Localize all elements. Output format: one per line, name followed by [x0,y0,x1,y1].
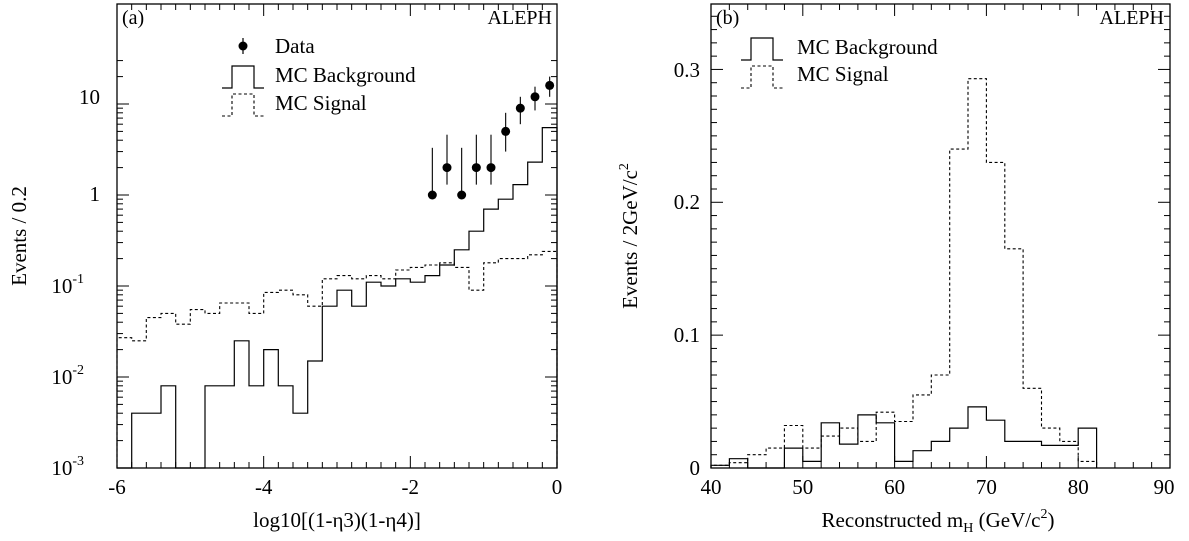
panel-b-label: (b) [716,7,739,29]
panel-b-mc-signal-histogram [710,78,1098,468]
panel-b-y-tick-label: 0 [690,456,701,480]
panel-b-x-tick-label: 90 [1154,475,1175,499]
panel-a-data-points [427,76,555,200]
panel-a-x-axis-title: log10[(1-η3)(1-η4)] [253,508,421,532]
legend-sig-swatch [222,93,264,117]
panel-a-y-tick-label: 10-1 [51,272,84,298]
legend-bkg-label: MC Background [275,63,416,87]
panel-b: (b) ALEPH 40 50 60 70 80 90 0 0.1 0.2 0.… [617,3,1175,536]
panel-b-y-tick-labels: 0 0.1 0.2 0.3 [674,58,700,480]
panel-b-experiment: ALEPH [1100,7,1164,29]
mc-signal-line [710,78,1098,468]
panel-b-x-axis-title: Reconstructed mH (GeV/c2) [822,507,1055,536]
panel-b-x-tick-labels: 40 50 60 70 80 90 [701,475,1175,499]
legend-bkg-label: MC Background [797,35,938,59]
data-point [457,190,467,200]
panel-a-x-tick-label: -6 [108,475,126,499]
data-point [442,163,452,173]
panel-a-y-tick-label: 1 [90,182,101,206]
data-point [471,163,481,173]
legend-data-label: Data [275,34,315,58]
panel-b-x-tick-label: 50 [792,475,813,499]
legend-sig-label: MC Signal [275,91,367,115]
panel-b-y-tick-label: 0.1 [674,323,700,347]
panel-b-mc-background-histogram [710,406,1098,469]
legend-sig-swatch [741,65,783,89]
panel-a-x-tick-label: -2 [402,475,420,499]
panel-a-y-tick-labels: 10-3 10-2 10-1 1 10 [51,85,100,480]
panel-b-y-axis-title: Events / 2GeV/c2 [617,163,642,309]
legend-bkg-swatch [741,37,783,61]
panel-a-label: (a) [122,7,144,29]
panel-a-mc-background-histogram [117,127,558,469]
panel-b-ticks [710,4,1171,469]
panel-a: (a) ALEPH -6 -4 -2 0 10-3 10-2 10-1 1 10… [7,3,562,532]
mc-background-line [710,406,1098,469]
mc-signal-line [116,250,558,468]
data-point [501,126,511,136]
data-point [427,190,437,200]
panel-b-x-tick-label: 60 [884,475,905,499]
panel-b-x-tick-label: 70 [976,475,997,499]
panel-b-legend: MC Background MC Signal [741,35,938,89]
panel-b-y-tick-label: 0.3 [674,58,700,82]
mc-background-line [117,127,558,469]
panel-b-y-tick-label: 0.2 [674,190,700,214]
panel-a-x-tick-labels: -6 -4 -2 0 [108,475,562,499]
panel-a-y-tick-label: 10 [79,85,100,109]
panel-a-y-axis-title: Events / 0.2 [7,186,31,286]
data-point [486,163,496,173]
panel-a-y-tick-label: 10-2 [51,363,84,389]
panel-b-frame [710,3,1171,469]
data-point [515,103,525,113]
panel-a-y-tick-label: 10-3 [51,454,84,480]
panel-a-legend: Data MC Background MC Signal [222,34,416,117]
panel-a-mc-signal-histogram [116,250,558,468]
legend-sig-label: MC Signal [797,62,889,86]
panel-a-ticks [116,4,558,469]
data-point [530,92,540,102]
panel-b-x-tick-label: 40 [701,475,722,499]
panel-a-x-tick-label: 0 [552,475,563,499]
panel-b-x-tick-label: 80 [1068,475,1089,499]
panel-a-experiment: ALEPH [488,7,552,29]
data-point [545,80,555,90]
legend-bkg-swatch [222,65,264,89]
panel-a-x-tick-label: -4 [255,475,273,499]
